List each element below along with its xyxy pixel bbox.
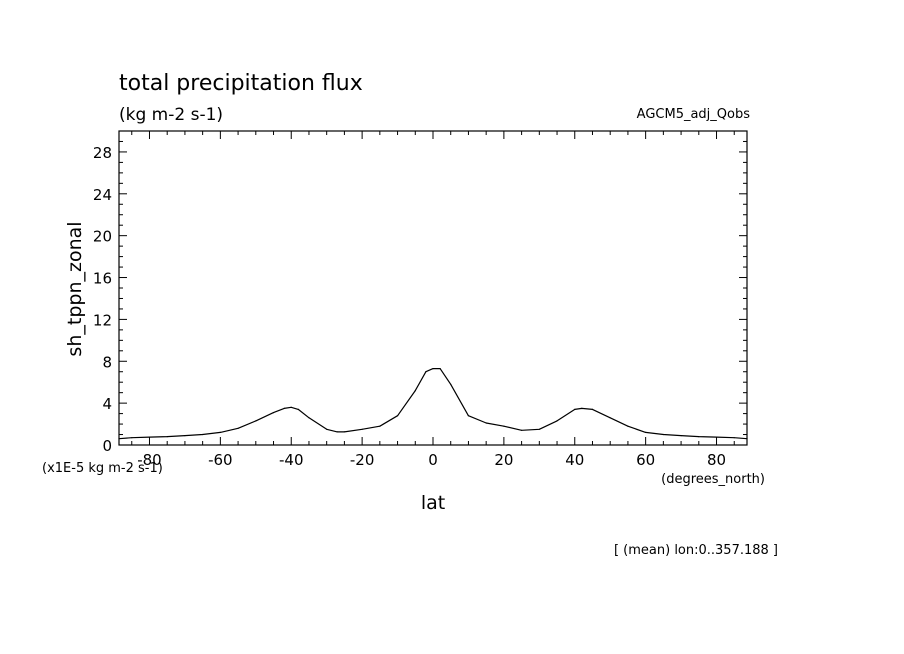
data-point	[538, 428, 540, 430]
footnote: [ (mean) lon:0..357.188 ]	[614, 543, 778, 558]
data-point	[609, 417, 611, 419]
data-point	[361, 428, 363, 430]
data-point	[746, 438, 748, 440]
x-axis-ticks: -80 -60 -40 -20 0 20 40 60 80	[131, 131, 735, 469]
data-point	[556, 420, 558, 422]
data-point	[733, 437, 735, 439]
data-point	[467, 415, 469, 417]
data-point	[336, 431, 338, 433]
y-scale-note: (x1E-5 kg m-2 s-1)	[42, 461, 163, 476]
data-point	[184, 435, 186, 437]
y-tick-label: 28	[93, 144, 112, 162]
y-tick-label: 20	[93, 228, 112, 246]
x-axis-title: lat	[421, 492, 445, 514]
y-tick-label: 24	[93, 186, 112, 204]
model-label: AGCM5_adj_Qobs	[637, 107, 751, 122]
data-point	[698, 436, 700, 438]
x-tick-label: 20	[494, 451, 513, 469]
x-tick-label: -20	[350, 451, 375, 469]
series-line-0	[118, 368, 748, 440]
y-tick-label: 8	[102, 353, 112, 371]
data-point	[521, 429, 523, 431]
data-point	[485, 422, 487, 424]
data-point	[645, 431, 647, 433]
data-point	[715, 436, 718, 438]
y-tick-label: 16	[93, 270, 112, 288]
x-tick-label: -60	[208, 451, 233, 469]
x-tick-label: -80	[137, 451, 162, 469]
data-point	[414, 390, 416, 392]
y-axis-ticks: 0 4 8 12 16 20 24 28	[93, 140, 747, 455]
data-point	[432, 368, 434, 370]
data-point	[503, 425, 505, 427]
data-point	[148, 436, 151, 438]
data-point	[397, 415, 399, 417]
data-point	[379, 425, 381, 427]
data-point	[202, 433, 204, 436]
x-tick-label: 60	[636, 451, 655, 469]
data-point	[290, 406, 292, 408]
y-tick-label: 0	[102, 437, 112, 455]
data-point	[166, 436, 168, 438]
data-point	[237, 427, 239, 429]
data-point	[581, 407, 583, 409]
data-point	[308, 417, 310, 419]
data-point	[627, 425, 629, 427]
data-point	[272, 412, 275, 414]
units-label: (kg m-2 s-1)	[119, 105, 223, 125]
x-tick-label: 80	[707, 451, 726, 469]
data-point	[283, 407, 285, 409]
data-point	[680, 435, 682, 437]
data-point	[297, 408, 299, 410]
y-axis-title: sh_tppn_zonal	[64, 221, 86, 356]
plot-frame	[118, 130, 748, 446]
x-tick-label: 0	[428, 451, 438, 469]
data-point	[574, 408, 576, 410]
data-point	[219, 431, 221, 433]
data-point	[591, 408, 594, 410]
x-tick-label: -40	[279, 451, 304, 469]
data-point	[343, 431, 345, 433]
y-tick-label: 12	[93, 311, 112, 329]
y-tick-label: 4	[102, 395, 112, 413]
data-point	[450, 383, 452, 385]
data-point	[118, 438, 120, 440]
data-point	[255, 420, 257, 422]
chart-title: total precipitation flux	[119, 71, 363, 96]
series-group	[118, 368, 748, 440]
x-tick-label: 40	[565, 451, 584, 469]
data-point	[439, 368, 441, 370]
data-point	[662, 433, 665, 436]
data-point	[131, 437, 133, 439]
data-point	[326, 428, 328, 430]
data-point	[425, 371, 427, 373]
plot-border	[118, 130, 748, 446]
x-axis-units: (degrees_north)	[661, 472, 765, 487]
